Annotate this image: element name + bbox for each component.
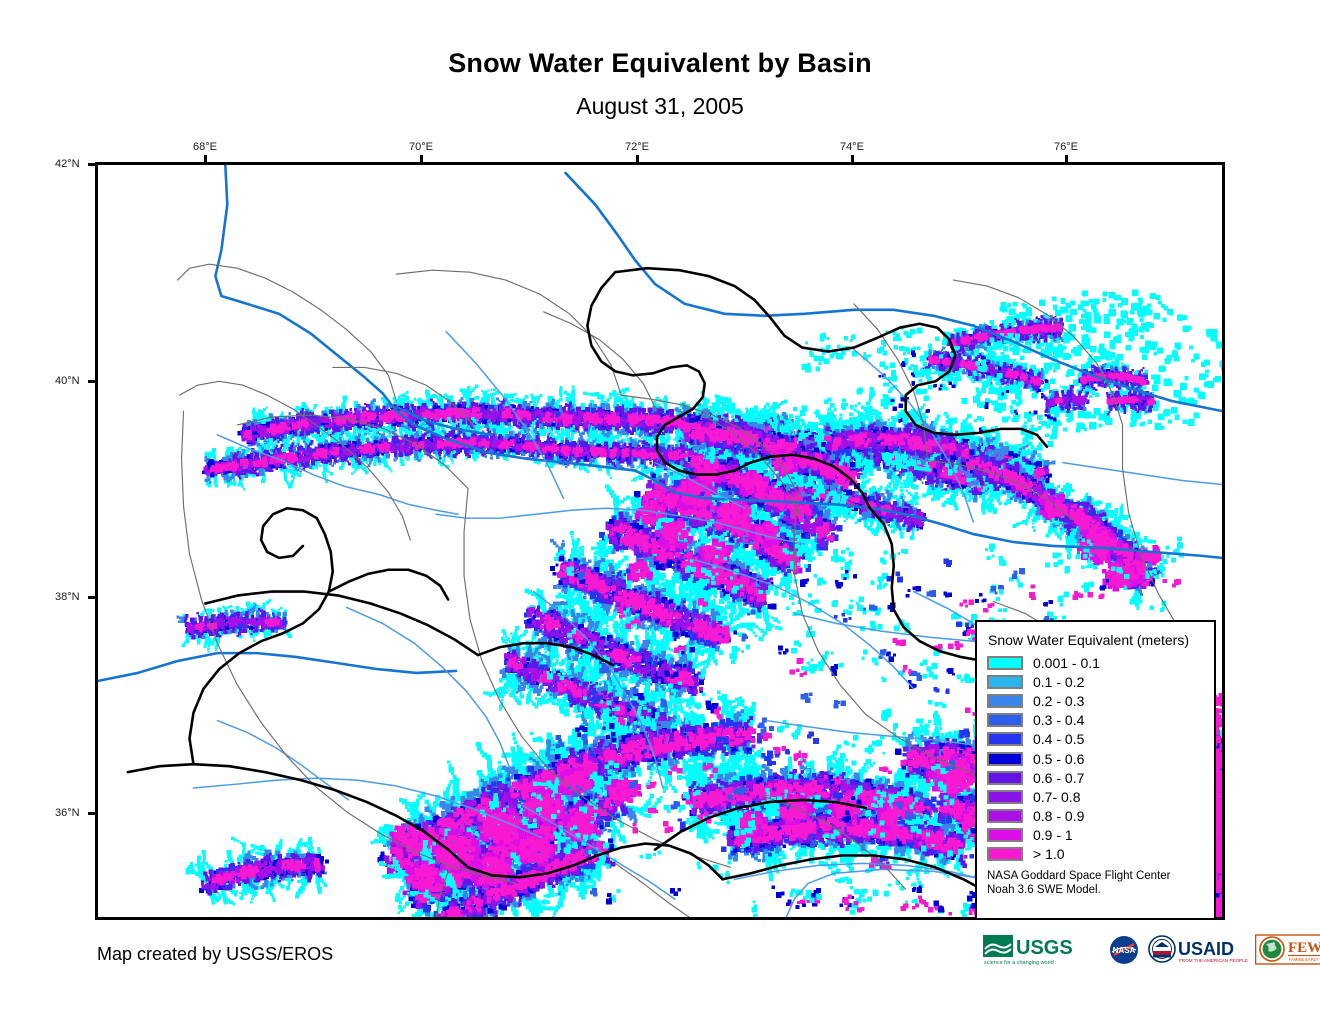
longitude-label: 72°E bbox=[625, 141, 649, 153]
country-borders-layer bbox=[126, 266, 1102, 913]
usgs-logo: USGS science for a changing world bbox=[983, 935, 1073, 966]
legend-color-swatch bbox=[987, 655, 1023, 670]
legend-class-label: 0.001 - 0.1 bbox=[1033, 654, 1100, 671]
legend-row[interactable]: 0.3 - 0.4 bbox=[987, 711, 1204, 730]
legend-source-line-2: Noah 3.6 SWE Model. bbox=[987, 883, 1101, 896]
legend-row[interactable]: 0.9 - 1 bbox=[987, 826, 1204, 845]
legend-class-label: 0.3 - 0.4 bbox=[1033, 712, 1085, 729]
longitude-tick bbox=[636, 155, 639, 165]
latitude-tick bbox=[88, 380, 98, 383]
legend-class-label: 0.2 - 0.3 bbox=[1033, 692, 1085, 709]
legend-color-swatch bbox=[987, 751, 1023, 766]
legend-class-label: 0.1 - 0.2 bbox=[1033, 673, 1085, 690]
latitude-tick bbox=[88, 163, 98, 166]
latitude-label: 42°N bbox=[55, 158, 80, 170]
latitude-label: 40°N bbox=[55, 375, 80, 387]
latitude-tick bbox=[88, 596, 98, 599]
latitude-label: 36°N bbox=[55, 807, 80, 819]
legend-source-line-1: NASA Goddard Space Flight Center bbox=[987, 870, 1171, 883]
longitude-tick bbox=[204, 155, 207, 165]
latitude-tick bbox=[88, 812, 98, 815]
legend-row[interactable]: 0.7- 0.8 bbox=[987, 787, 1204, 806]
svg-text:USGS: USGS bbox=[1016, 937, 1073, 959]
legend-color-swatch bbox=[987, 732, 1023, 747]
legend-color-swatch bbox=[987, 847, 1023, 862]
legend-class-label: 0.7- 0.8 bbox=[1033, 788, 1081, 805]
basin-boundaries-layer bbox=[177, 263, 1207, 917]
legend-row[interactable]: 0.5 - 0.6 bbox=[987, 749, 1204, 768]
rivers-layer bbox=[98, 165, 1222, 917]
legend-color-swatch bbox=[987, 809, 1023, 824]
legend-class-label: 0.5 - 0.6 bbox=[1033, 750, 1085, 767]
svg-text:NASA: NASA bbox=[1113, 946, 1136, 955]
legend-color-swatch bbox=[987, 770, 1023, 785]
legend-class-label: 0.6 - 0.7 bbox=[1033, 769, 1085, 786]
longitude-label: 74°E bbox=[840, 141, 864, 153]
legend-row[interactable]: 0.1 - 0.2 bbox=[987, 672, 1204, 691]
legend-class-label: > 1.0 bbox=[1033, 846, 1065, 863]
nasa-logo: NASA bbox=[1110, 936, 1138, 964]
longitude-tick bbox=[1065, 155, 1068, 165]
map-canvas[interactable] bbox=[98, 165, 1222, 917]
fews-net-logo: FEWS NET FAMINE EARLY WARNING SYSTEMS NE… bbox=[1255, 934, 1320, 965]
legend-row[interactable]: 0.8 - 0.9 bbox=[987, 807, 1204, 826]
footer-credit: Map created by USGS/EROS bbox=[97, 944, 334, 964]
usaid-logo: USAID FROM THE AMERICAN PEOPLE bbox=[1148, 935, 1248, 963]
legend-class-label: 0.8 - 0.9 bbox=[1033, 808, 1085, 825]
longitude-tick bbox=[420, 155, 423, 165]
legend-row[interactable]: 0.2 - 0.3 bbox=[987, 691, 1204, 710]
svg-text:science for a changing world: science for a changing world bbox=[984, 960, 1054, 966]
legend-class-list: 0.001 - 0.1 0.1 - 0.2 0.2 - 0.3 0.3 - 0.4 0.… bbox=[987, 653, 1204, 864]
legend-row[interactable]: 0.4 - 0.5 bbox=[987, 730, 1204, 749]
svg-text:FEWS NET: FEWS NET bbox=[1288, 940, 1320, 956]
legend-class-label: 0.4 - 0.5 bbox=[1033, 731, 1085, 748]
svg-text:FROM THE AMERICAN PEOPLE: FROM THE AMERICAN PEOPLE bbox=[1179, 958, 1248, 963]
longitude-label: 70°E bbox=[409, 141, 433, 153]
legend-color-swatch bbox=[987, 674, 1023, 689]
legend-class-label: 0.9 - 1 bbox=[1033, 827, 1073, 844]
map-frame[interactable] bbox=[95, 162, 1225, 920]
legend-color-swatch bbox=[987, 693, 1023, 708]
longitude-label: 76°E bbox=[1054, 141, 1078, 153]
legend-color-swatch bbox=[987, 713, 1023, 728]
svg-text:FAMINE EARLY WARNING SYSTEMS N: FAMINE EARLY WARNING SYSTEMS NETWORK bbox=[1289, 957, 1320, 962]
legend-row[interactable]: > 1.0 bbox=[987, 845, 1204, 864]
svg-text:USAID: USAID bbox=[1178, 939, 1234, 959]
snow-water-equivalent-layer bbox=[176, 289, 1222, 917]
page-title: Snow Water Equivalent by Basin bbox=[448, 48, 872, 78]
legend-color-swatch bbox=[987, 828, 1023, 843]
legend-row[interactable]: 0.001 - 0.1 bbox=[987, 653, 1204, 672]
legend-panel[interactable]: Snow Water Equivalent (meters) 0.001 - 0… bbox=[975, 620, 1216, 920]
legend-title: Snow Water Equivalent (meters) bbox=[988, 632, 1189, 648]
latitude-label: 38°N bbox=[55, 591, 80, 603]
legend-source-note: NASA Goddard Space Flight Center Noah 3.… bbox=[987, 870, 1204, 897]
longitude-label: 68°E bbox=[193, 141, 217, 153]
legend-row[interactable]: 0.6 - 0.7 bbox=[987, 768, 1204, 787]
longitude-tick bbox=[851, 155, 854, 165]
legend-color-swatch bbox=[987, 789, 1023, 804]
page-subtitle: August 31, 2005 bbox=[576, 93, 744, 119]
logo-bar: USGS science for a changing world NASA U… bbox=[983, 932, 1320, 968]
